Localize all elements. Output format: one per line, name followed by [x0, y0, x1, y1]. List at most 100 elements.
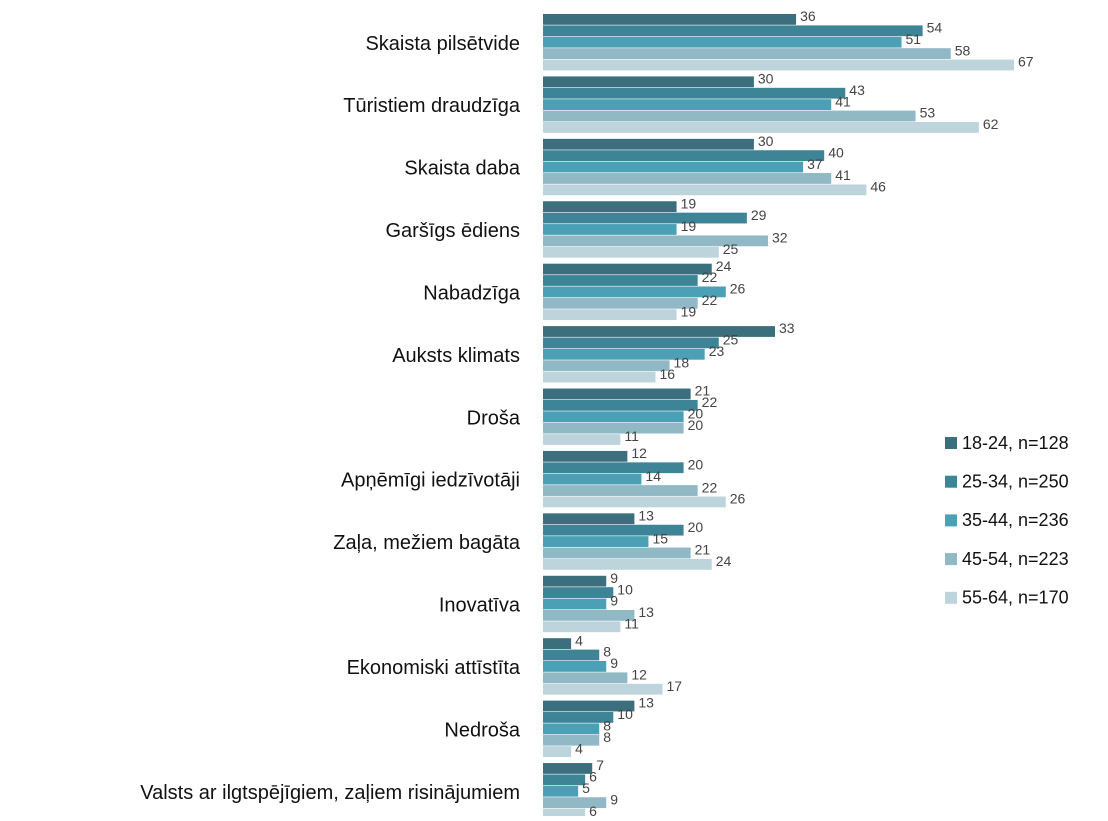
bar [543, 785, 579, 797]
legend-swatch [945, 514, 957, 527]
value-label: 11 [624, 428, 639, 444]
bar [543, 473, 642, 485]
bar [543, 99, 832, 111]
category-label: Tūristiem draudzīga [343, 95, 521, 117]
value-label: 20 [688, 519, 704, 535]
bar [543, 399, 698, 411]
bar [543, 161, 804, 173]
bar [543, 388, 691, 400]
bar [543, 337, 719, 349]
bar [543, 150, 825, 162]
bar [543, 48, 951, 59]
bar [543, 173, 832, 184]
value-label: 53 [920, 105, 936, 121]
value-label: 30 [758, 71, 774, 87]
bar [543, 326, 775, 337]
bar [543, 649, 600, 661]
value-label: 51 [906, 31, 922, 47]
bar [543, 774, 586, 786]
value-label: 13 [638, 507, 654, 523]
bar [543, 587, 614, 598]
bar [543, 235, 768, 247]
bar [543, 536, 649, 547]
category-label: Skaista pilsētvide [365, 33, 520, 55]
legend-swatch [945, 437, 957, 449]
category-label: Garšīgs ēdiens [385, 220, 520, 242]
bar [543, 348, 705, 360]
value-label: 7 [596, 757, 604, 773]
bar [543, 524, 684, 536]
bar [543, 275, 698, 286]
value-label: 20 [688, 405, 704, 421]
value-label: 6 [589, 769, 597, 785]
value-label: 26 [730, 491, 746, 507]
bar [543, 763, 593, 774]
bar [543, 212, 747, 224]
value-label: 22 [702, 479, 718, 495]
value-label: 4 [575, 632, 583, 648]
value-label: 40 [828, 144, 844, 160]
value-label: 8 [603, 729, 611, 745]
value-label: 22 [702, 394, 718, 410]
bar [543, 621, 621, 633]
bar [543, 496, 726, 508]
category-label: Droša [467, 407, 521, 429]
bar [543, 297, 698, 309]
bar [543, 138, 754, 150]
bar [543, 263, 712, 275]
value-label: 37 [807, 156, 823, 172]
value-label: 19 [681, 303, 697, 319]
bar [543, 683, 663, 695]
bar [543, 700, 635, 712]
value-label: 5 [582, 780, 590, 796]
value-label: 24 [716, 258, 732, 274]
bar [543, 25, 923, 37]
value-label: 17 [667, 678, 683, 694]
bar [543, 434, 621, 445]
value-label: 29 [751, 207, 767, 223]
value-label: 13 [638, 695, 654, 711]
bar [543, 797, 607, 809]
bar [543, 575, 607, 587]
value-label: 26 [730, 281, 746, 297]
bar [543, 422, 684, 434]
value-label: 9 [610, 791, 618, 807]
bar [543, 558, 712, 570]
value-label: 54 [927, 20, 943, 36]
value-label: 41 [835, 167, 851, 183]
bar [543, 411, 684, 423]
bar [543, 808, 586, 820]
value-label: 18 [674, 354, 690, 370]
bar [543, 76, 754, 88]
value-label: 22 [702, 292, 718, 308]
bar [543, 122, 979, 133]
legend-label: 35-44, n=236 [962, 510, 1069, 530]
value-label: 12 [631, 667, 647, 683]
bar [543, 513, 635, 525]
bar [543, 661, 607, 672]
category-label: Auksts klimats [392, 345, 520, 367]
category-label: Skaista daba [404, 158, 521, 180]
value-label: 11 [624, 616, 639, 632]
value-label: 25 [723, 332, 739, 348]
bar [543, 609, 635, 621]
value-label: 20 [688, 417, 704, 433]
legend-swatch [945, 591, 957, 604]
category-label: Inovatīva [439, 595, 521, 617]
bar [543, 224, 677, 235]
value-label: 20 [688, 456, 704, 472]
bar [543, 547, 691, 559]
value-label: 13 [638, 604, 654, 620]
bar [543, 371, 656, 383]
value-label: 12 [631, 445, 647, 461]
value-label: 9 [610, 570, 618, 586]
value-label: 10 [617, 581, 633, 597]
value-label: 10 [617, 706, 633, 722]
bar [543, 712, 614, 723]
value-label: 14 [645, 468, 661, 484]
bar [543, 14, 797, 25]
bar [543, 59, 1015, 71]
bar [543, 672, 628, 684]
value-label: 9 [610, 593, 618, 609]
